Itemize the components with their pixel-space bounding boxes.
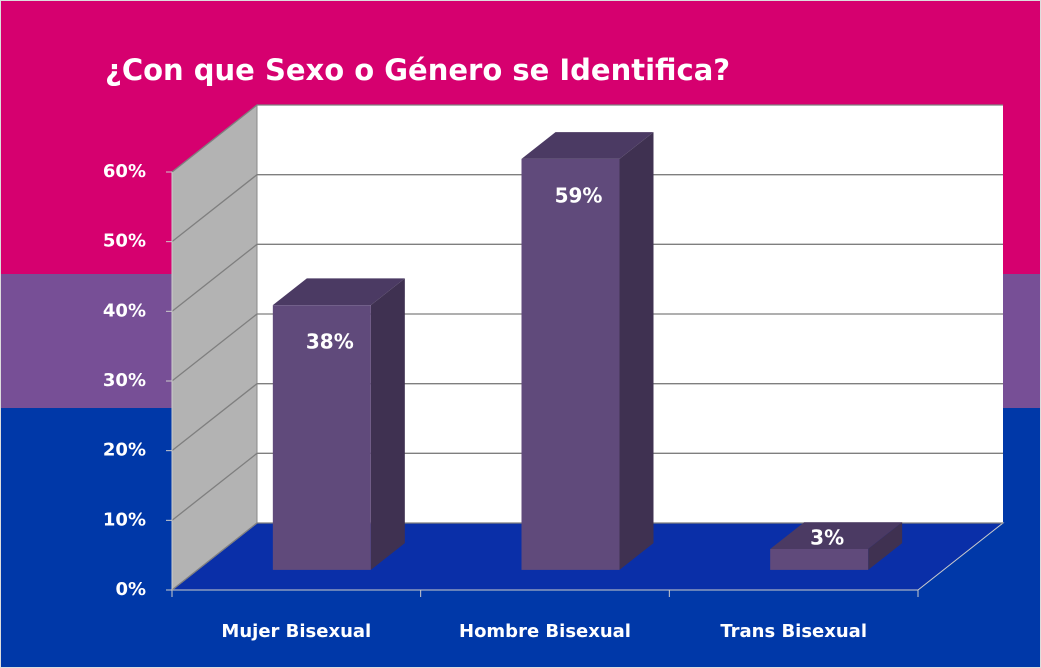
y-tick-label: 60% [103,161,146,182]
value-label: 3% [810,526,844,550]
bar-side [370,278,405,570]
y-tick-label: 40% [103,300,146,321]
bar [272,305,371,570]
x-tick-label: Trans Bisexual [720,621,867,642]
bar-side [868,522,903,570]
bar [770,549,869,570]
y-tick-label: 0% [115,579,146,600]
y-tick-label: 30% [103,370,146,391]
grid-line [171,522,1003,591]
bar-top [521,132,654,159]
grid-line [171,313,1003,382]
grid-line [171,243,1003,312]
bar [521,158,620,570]
plot: 0% 10% 20% 30% 40% 50% 60% Mujer Bisexual 38% Hom… [103,103,1005,642]
grid-line [171,174,1003,243]
y-tick-label: 50% [103,231,146,252]
chart-title: ¿Con que Sexo o Género se Identifica? [105,53,730,87]
bar-side [619,132,654,570]
grid-line [171,383,1003,452]
grid-line [171,452,1003,521]
y-tick-label: 20% [103,440,146,461]
value-label: 38% [306,330,354,354]
x-tick-label: Mujer Bisexual [221,621,371,642]
bar-top [272,278,405,306]
bar-top [770,522,903,549]
grid-line [171,104,1003,173]
x-tick-label: Hombre Bisexual [459,621,631,642]
y-tick-label: 10% [103,509,146,530]
value-label: 59% [555,183,603,207]
